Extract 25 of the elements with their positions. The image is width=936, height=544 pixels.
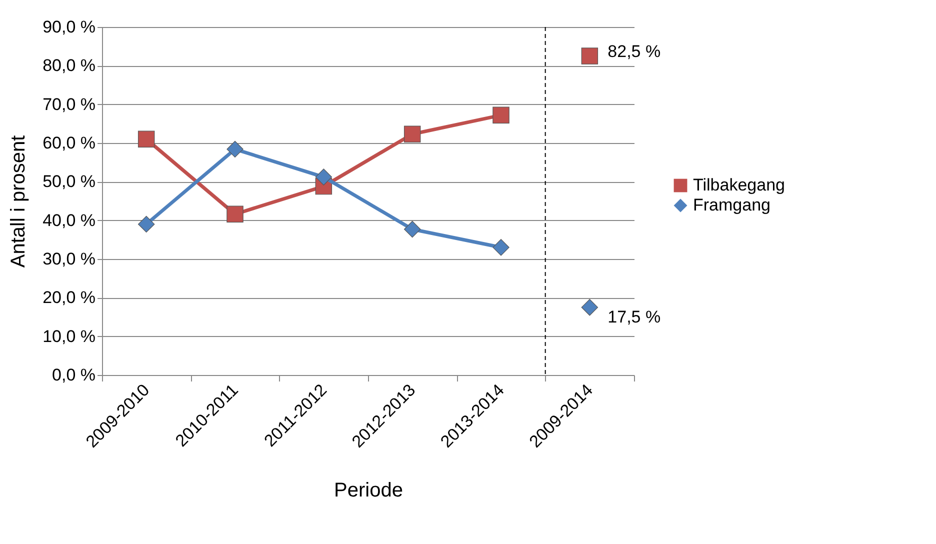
y-tick-label: 50,0 % <box>42 172 96 192</box>
x-axis-title: Periode <box>334 480 403 502</box>
legend-label: Framgang <box>693 196 770 214</box>
y-tick-label: 0,0 % <box>52 366 96 384</box>
point <box>138 130 155 148</box>
y-tick-label: 10,0 % <box>42 326 96 346</box>
data-label: 82,5 % <box>608 42 661 61</box>
y-tick-label: 90,0 % <box>42 18 96 36</box>
data-label: 17,5 % <box>608 307 661 326</box>
legend-label: Tilbakegang <box>693 176 785 194</box>
point <box>226 206 244 223</box>
y-tick-label: 60,0 % <box>42 134 96 152</box>
y-tick-label: 40,0 % <box>42 210 96 230</box>
point <box>138 216 155 233</box>
point <box>315 168 332 186</box>
y-tick-label: 80,0 % <box>42 56 96 76</box>
y-axis-title: Antall i prosent <box>8 134 30 268</box>
point <box>404 126 421 142</box>
y-tick-label: 70,0 % <box>42 94 96 114</box>
point <box>492 239 510 256</box>
point <box>492 106 510 124</box>
y-tick-label: 30,0 % <box>42 250 96 268</box>
point <box>226 140 244 158</box>
y-tick-label: 20,0 % <box>42 288 96 308</box>
point <box>404 220 421 238</box>
